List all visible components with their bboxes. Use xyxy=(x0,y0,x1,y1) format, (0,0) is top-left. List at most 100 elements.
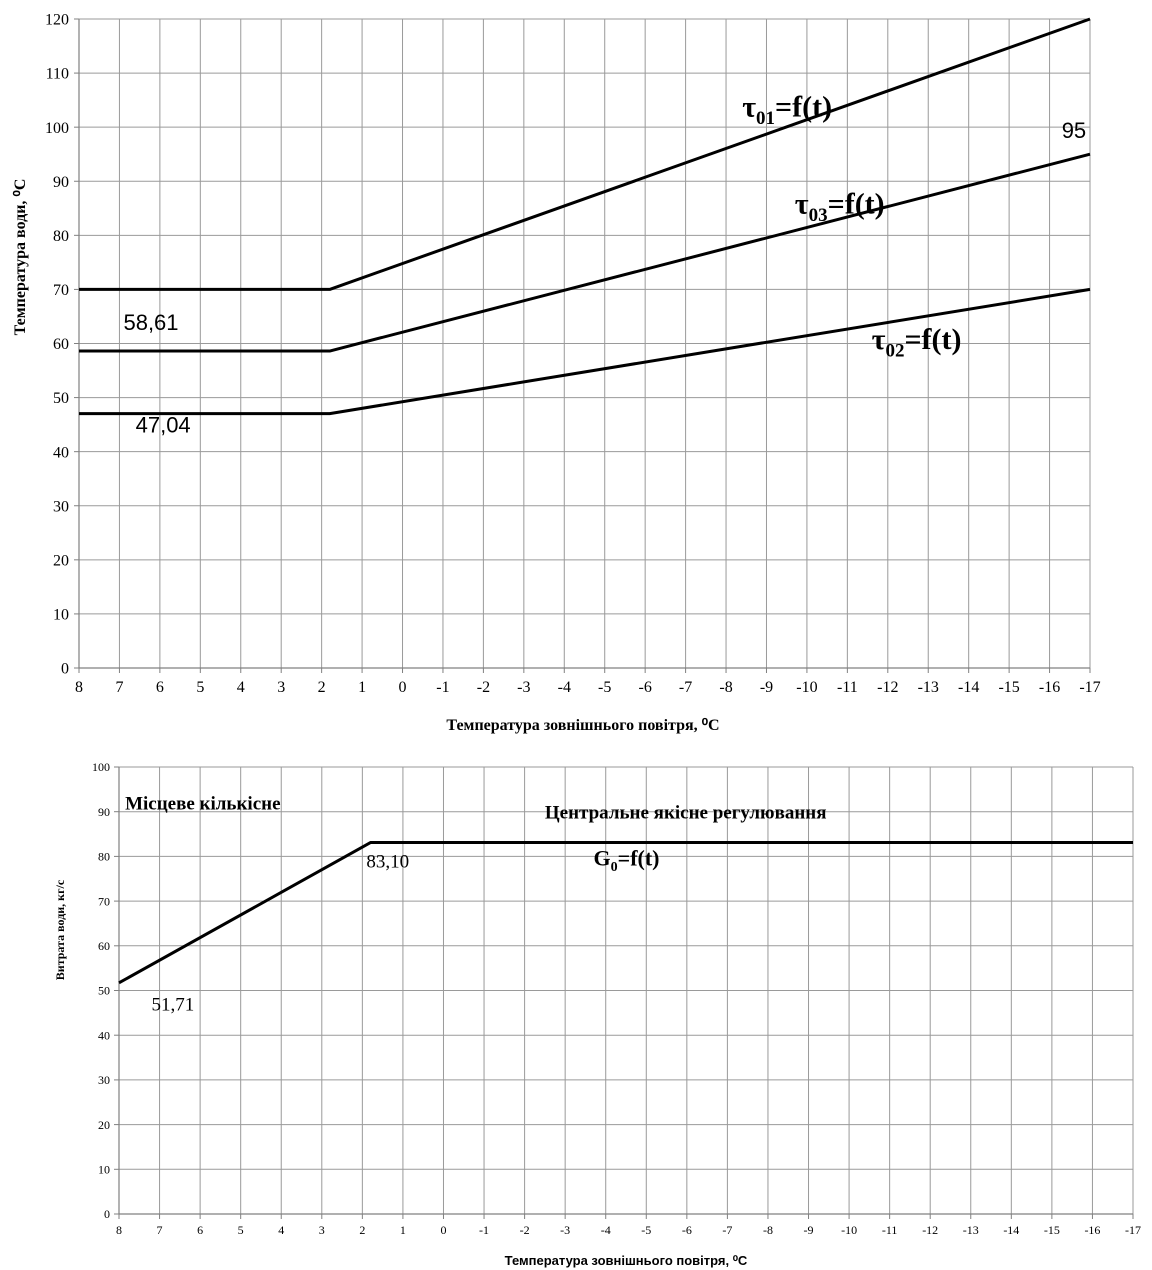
x-tick-label: 5 xyxy=(196,679,204,696)
y-tick-label: 20 xyxy=(98,1118,110,1132)
x-tick-label: -1 xyxy=(479,1223,489,1237)
series-label-tail: =f(t) xyxy=(828,188,885,221)
series-label-main: τ xyxy=(742,90,756,123)
x-tick-label: -5 xyxy=(598,679,611,696)
series-line xyxy=(118,841,1133,985)
y-tick-label: 80 xyxy=(98,850,110,864)
y-tick-label: 80 xyxy=(53,228,69,245)
x-tick-label: 5 xyxy=(238,1223,244,1237)
chart1-series xyxy=(79,17,1091,416)
data-annotation: Місцеве кількісне xyxy=(125,793,280,814)
chart1-y-axis-label: Температура води, ⁰С xyxy=(12,179,29,336)
chart2-series xyxy=(118,841,1133,985)
x-tick-label: -13 xyxy=(918,679,939,696)
chart1-axes xyxy=(74,18,1091,673)
series-label: τ03=f(t) xyxy=(795,188,885,227)
series-line xyxy=(79,152,1091,353)
x-tick-label: -14 xyxy=(958,679,979,696)
y-tick-label: 110 xyxy=(46,66,69,83)
y-tick-label: 30 xyxy=(98,1073,110,1087)
x-tick-label: 6 xyxy=(156,679,164,696)
y-tick-label: 30 xyxy=(53,498,69,515)
chart2-axes xyxy=(114,766,1134,1219)
x-tick-label: -15 xyxy=(998,679,1019,696)
x-tick-label: -3 xyxy=(517,679,530,696)
chart1-grid xyxy=(78,18,1091,669)
chart1-series-labels: τ01=f(t)τ03=f(t)τ02=f(t) xyxy=(742,90,961,361)
x-tick-label: -10 xyxy=(796,679,817,696)
chart2-x-tick-labels: 8 7 6 5 4 3 2 1 0 -1 -2 -3 -4 -5 -6 -7 -8 -9 -10 -11 -12 -13 -… xyxy=(116,1223,1141,1237)
chart2-grid xyxy=(118,766,1134,1215)
x-tick-label: 1 xyxy=(400,1223,406,1237)
x-tick-label: -10 xyxy=(841,1223,857,1237)
y-tick-label: 10 xyxy=(53,607,69,624)
series-label-main: τ xyxy=(795,188,809,221)
y-tick-label: 70 xyxy=(53,282,69,299)
x-tick-label: -3 xyxy=(560,1223,570,1237)
y-tick-label: 90 xyxy=(98,805,110,819)
chart2-series-labels: G0=f(t) xyxy=(594,845,660,875)
chart1-x-tick-labels: 8 7 6 5 4 3 2 1 0 -1 -2 -3 -4 -5 -6 -7 -8 -9 -10 -11 -12 -13 -… xyxy=(75,679,1101,696)
x-tick-label: -6 xyxy=(638,679,651,696)
y-tick-label: 50 xyxy=(53,390,69,407)
y-tick-label: 100 xyxy=(45,120,69,137)
series-label-subscript: 01 xyxy=(756,108,775,129)
x-tick-label: -11 xyxy=(882,1223,898,1237)
x-tick-label: -17 xyxy=(1079,679,1100,696)
series-label-main: τ xyxy=(872,323,886,356)
x-tick-label: -15 xyxy=(1044,1223,1060,1237)
x-tick-label: 6 xyxy=(197,1223,203,1237)
series-label-tail: =f(t) xyxy=(775,90,832,123)
series-label-tail: =f(t) xyxy=(618,845,660,870)
x-tick-label: -8 xyxy=(719,679,732,696)
x-tick-label: -4 xyxy=(601,1223,611,1237)
data-annotation: Центральне якісне регулювання xyxy=(545,802,827,823)
x-tick-label: -12 xyxy=(877,679,898,696)
x-tick-label: -7 xyxy=(722,1223,732,1237)
chart1-x-axis-label: Температура зовнішнього повітря, ⁰С xyxy=(446,717,719,734)
x-tick-label: -11 xyxy=(837,679,858,696)
series-line xyxy=(79,17,1091,291)
chart2-y-axis-label: Витрата води, кг/с xyxy=(53,879,67,980)
x-tick-label: 7 xyxy=(115,679,123,696)
x-tick-label: -16 xyxy=(1039,679,1060,696)
x-tick-label: -2 xyxy=(477,679,490,696)
data-annotation: 47,04 xyxy=(136,413,191,438)
y-tick-label: 70 xyxy=(98,894,110,908)
x-tick-label: 4 xyxy=(237,679,245,696)
y-tick-label: 60 xyxy=(98,939,110,953)
x-tick-label: -5 xyxy=(641,1223,651,1237)
y-tick-label: 60 xyxy=(53,336,69,353)
data-annotation: 58,61 xyxy=(123,310,178,335)
x-tick-label: -14 xyxy=(1003,1223,1019,1237)
series-label-main: G xyxy=(594,845,611,870)
x-tick-label: -16 xyxy=(1084,1223,1100,1237)
x-tick-label: -2 xyxy=(520,1223,530,1237)
data-annotation: 83,10 xyxy=(366,852,409,873)
x-tick-label: -8 xyxy=(763,1223,773,1237)
x-tick-label: -13 xyxy=(963,1223,979,1237)
x-tick-label: 2 xyxy=(359,1223,365,1237)
y-tick-label: 120 xyxy=(45,12,69,29)
x-tick-label: 3 xyxy=(277,679,285,696)
chart2-annotations: 83,10 51,71 Місцеве кількісне Центральне як… xyxy=(125,793,826,1015)
x-tick-label: -12 xyxy=(922,1223,938,1237)
chart2-x-axis-label: Температура зовнішнього повітря, ⁰С xyxy=(505,1253,748,1268)
chart1-y-tick-labels: 0 10 20 30 40 50 60 70 80 90 100 110 120 xyxy=(45,12,69,678)
y-tick-label: 40 xyxy=(53,444,69,461)
x-tick-label: -9 xyxy=(804,1223,814,1237)
y-tick-label: 50 xyxy=(98,984,110,998)
data-annotation: 51,71 xyxy=(151,995,194,1016)
y-tick-label: 40 xyxy=(98,1028,110,1042)
series-label: G0=f(t) xyxy=(594,845,660,875)
series-line xyxy=(79,287,1091,416)
x-tick-label: -1 xyxy=(436,679,449,696)
series-label-subscript: 02 xyxy=(885,340,904,361)
x-tick-label: 7 xyxy=(157,1223,163,1237)
series-label: τ02=f(t) xyxy=(872,323,962,362)
x-tick-label: 4 xyxy=(278,1223,284,1237)
x-tick-label: -17 xyxy=(1125,1223,1141,1237)
series-label: τ01=f(t) xyxy=(742,90,832,129)
